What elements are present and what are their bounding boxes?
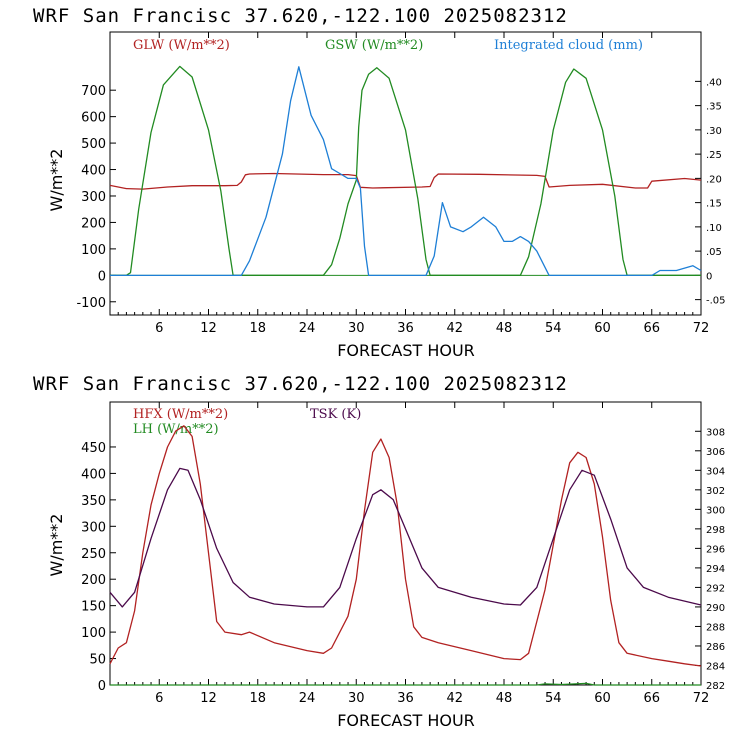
y2-tick-label: 0 (706, 271, 712, 282)
legend-gsw: GSW (W/m**2) (325, 38, 423, 53)
x-tick-label: 54 (545, 321, 562, 336)
panel-1-plot-area: 6 12 18 24 30 36 42 48 54 60 66 72 -100 0 100 200 300 400… (76, 31, 726, 336)
y2-tick-label: -.05 (706, 296, 726, 307)
y2-tick-label: 304 (706, 466, 725, 477)
y-tick-label: 250 (81, 547, 106, 562)
y2-tick-label: 286 (706, 642, 725, 653)
series-line-hfx (109, 425, 702, 667)
y-tick-label: 400 (81, 467, 106, 482)
x-tick-label: 36 (397, 691, 414, 706)
panel-1: WRF San Francisc 37.620,-122.100 2025082… (33, 5, 726, 360)
x-tick-label: 66 (643, 321, 660, 336)
x-tick-label: 12 (200, 321, 217, 336)
panel-1-header: WRF San Francisc 37.620,-122.100 2025082… (33, 5, 568, 27)
y-tick-label: 50 (89, 653, 106, 668)
plot-frame (109, 401, 702, 686)
y2-tick-label: .25 (706, 150, 722, 161)
y-tick-label: 350 (81, 494, 106, 509)
y-tick-label: 600 (81, 111, 106, 126)
y2-tick-label: 284 (706, 661, 725, 672)
x-tick-label: 30 (348, 321, 365, 336)
y2-tick-label: 302 (706, 486, 725, 497)
y2-tick-label: 290 (706, 603, 725, 614)
y2-tick-label: 282 (706, 681, 725, 692)
y-tick-label: 0 (98, 679, 106, 694)
y-tick-label: 450 (81, 441, 106, 456)
x-tick-label: 24 (299, 321, 316, 336)
legend-glw: GLW (W/m**2) (133, 38, 230, 53)
x-tick-label: 60 (594, 321, 611, 336)
y-tick-label: 700 (81, 84, 106, 99)
x-tick-label: 72 (693, 691, 710, 706)
y2-tick-label: 294 (706, 564, 725, 575)
series-line-cloud (110, 66, 702, 277)
legend-cloud: Integrated cloud (mm) (494, 38, 643, 53)
x-tick-label: 24 (299, 691, 316, 706)
y-tick-label: 200 (81, 216, 106, 231)
y-tick-label: 400 (81, 164, 106, 179)
x-tick-label: 60 (594, 691, 611, 706)
series-line-gsw (110, 65, 701, 276)
y-tick-label: 150 (81, 600, 106, 615)
x-tick-label: 6 (155, 321, 163, 336)
y2-tick-label: 306 (706, 447, 725, 458)
panel-1-ylabel: W/m**2 (47, 149, 66, 212)
x-tick-label: 48 (496, 321, 513, 336)
x-tick-label: 6 (155, 691, 163, 706)
x-tick-label: 42 (446, 691, 463, 706)
y-tick-label: 300 (81, 190, 106, 205)
x-tick-label: 12 (200, 691, 217, 706)
panel-2-header: WRF San Francisc 37.620,-122.100 2025082… (33, 373, 568, 395)
y2-tick-label: .35 (706, 102, 722, 113)
panel-1-xlabel: FORECAST HOUR (337, 341, 475, 360)
legend-hfx: HFX (W/m**2) (133, 407, 228, 422)
series-line-tsk (109, 467, 702, 608)
y2-tick-label: .05 (706, 247, 722, 258)
x-tick-label: 42 (446, 321, 463, 336)
y2-tick-label: .10 (706, 223, 722, 234)
x-tick-label: 54 (545, 691, 562, 706)
panel-2-xlabel: FORECAST HOUR (337, 711, 475, 730)
y2-tick-label: 296 (706, 544, 725, 555)
panel-2-ylabel: W/m**2 (47, 514, 66, 577)
y2-tick-label: .20 (706, 174, 722, 185)
x-tick-label: 30 (348, 691, 365, 706)
plot-frame (109, 31, 702, 316)
x-tick-label: 66 (643, 691, 660, 706)
y2-tick-label: .30 (706, 126, 722, 137)
series-line-glw (109, 172, 702, 190)
y2-tick-label: 308 (706, 427, 725, 438)
y-tick-label: 100 (81, 626, 106, 641)
legend-tsk: TSK (K) (310, 407, 361, 422)
y-tick-label: 200 (81, 573, 106, 588)
y2-tick-label: 292 (706, 583, 725, 594)
y-tick-label: -100 (76, 296, 106, 311)
x-tick-label: 72 (693, 321, 710, 336)
x-tick-label: 18 (249, 691, 266, 706)
y2-tick-label: 288 (706, 622, 725, 633)
series-line-lh (110, 682, 701, 686)
panel-2-plot-area: 6 12 18 24 30 36 42 48 54 60 66 72 0 50 100 150 200 250 30… (81, 401, 725, 706)
y2-tick-label: 298 (706, 525, 725, 536)
y-tick-label: 500 (81, 137, 106, 152)
y2-tick-label: .15 (706, 199, 722, 210)
x-tick-label: 48 (496, 691, 513, 706)
legend-lh: LH (W/m**2) (133, 422, 219, 437)
y2-tick-label: 300 (706, 505, 725, 516)
y-tick-label: 100 (81, 243, 106, 258)
x-tick-label: 36 (397, 321, 414, 336)
panel-2: WRF San Francisc 37.620,-122.100 2025082… (33, 373, 725, 730)
y-tick-label: 300 (81, 520, 106, 535)
x-tick-label: 18 (249, 321, 266, 336)
y-tick-label: 0 (98, 269, 106, 284)
y2-tick-label: .40 (706, 77, 722, 88)
